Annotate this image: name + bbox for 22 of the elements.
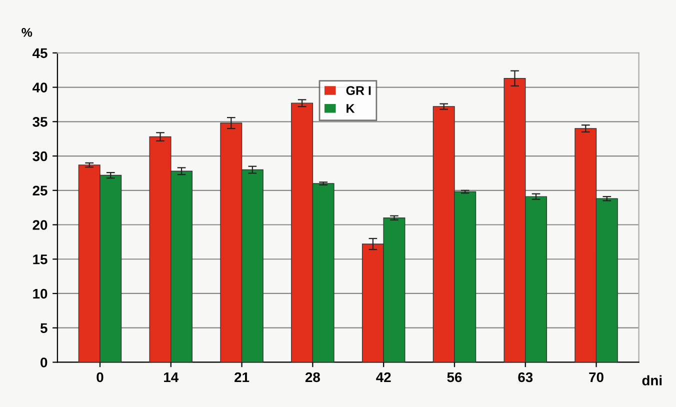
- y-tick-label: 20: [32, 220, 48, 230]
- x-tick-label: 42: [376, 372, 391, 382]
- y-tick-label: 15: [33, 254, 48, 264]
- x-axis-title: dni: [642, 375, 662, 386]
- x-tick-label: 63: [518, 372, 533, 382]
- x-tick-label: 70: [589, 372, 604, 382]
- x-tick-label: 28: [305, 372, 320, 382]
- y-tick-label: 10: [33, 288, 48, 299]
- y-tick-label: 35: [32, 116, 48, 127]
- x-tick-label: 56: [447, 372, 462, 382]
- legend-label: GR I: [346, 86, 371, 95]
- y-tick-label: 30: [32, 151, 48, 162]
- y-tick-label: 0: [40, 358, 48, 368]
- legend-label: K: [346, 104, 355, 113]
- x-tick-label: 0: [96, 372, 104, 382]
- y-axis-title: %: [22, 28, 32, 37]
- x-tick-label: 21: [234, 372, 250, 382]
- y-tick-label: 25: [32, 186, 48, 196]
- y-tick-label: 40: [32, 82, 48, 92]
- y-tick-label: 5: [40, 323, 48, 334]
- x-tick-label: 14: [164, 372, 179, 382]
- y-tick-label: 45: [32, 48, 48, 58]
